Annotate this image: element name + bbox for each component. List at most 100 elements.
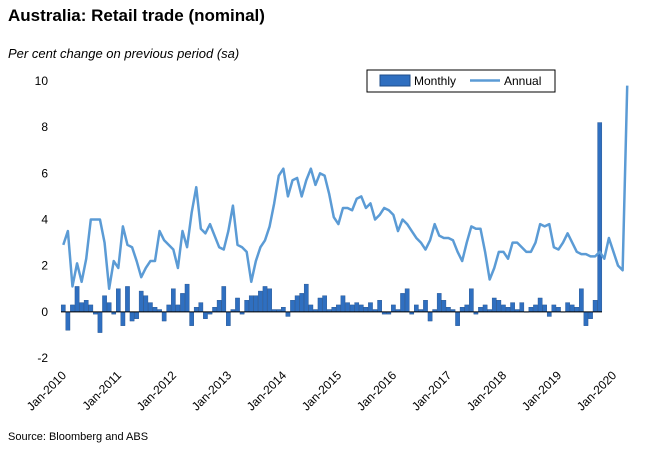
monthly-bar: [579, 288, 584, 313]
monthly-bar: [79, 302, 84, 313]
monthly-bar: [505, 307, 511, 313]
monthly-bar: [441, 300, 447, 313]
x-tick-label: Jan-2014: [244, 368, 290, 414]
monthly-bar: [226, 311, 231, 326]
monthly-bar: [551, 304, 557, 313]
monthly-bar: [482, 304, 488, 313]
y-tick-label: 0: [41, 305, 48, 319]
x-tick-label: Jan-2017: [409, 368, 455, 414]
y-tick-label: 8: [41, 120, 48, 134]
monthly-bar: [171, 288, 176, 313]
monthly-bar: [285, 311, 291, 317]
legend-box: [366, 69, 556, 93]
legend-annual-label: Annual: [504, 74, 541, 88]
x-axis-ticks: Jan-2010 Jan-2011 Jan-2012 Jan-2013 Jan-2014…: [24, 368, 620, 414]
monthly-bar: [235, 297, 240, 313]
y-tick-label: -2: [37, 351, 48, 365]
monthly-bar: [152, 307, 158, 313]
monthly-bar: [74, 286, 80, 313]
monthly-bar: [308, 304, 314, 313]
monthly-bar: [115, 288, 121, 313]
monthly-bar: [134, 311, 139, 319]
monthly-bar: [138, 290, 144, 313]
x-tick-label: Jan-2011: [79, 368, 124, 413]
monthly-bar: [175, 304, 181, 313]
x-tick-label: Jan-2010: [24, 368, 70, 414]
monthly-bar: [97, 311, 103, 333]
monthly-bar: [491, 297, 497, 313]
monthly-bar: [391, 304, 396, 313]
monthly-bar: [478, 307, 483, 313]
monthly-bar: [244, 300, 249, 313]
monthly-bar: [400, 293, 405, 313]
monthly-bar: [281, 307, 286, 313]
monthly-bar: [65, 311, 71, 331]
monthly-bar: [404, 288, 410, 313]
monthly-bar: [569, 304, 575, 313]
monthly-bar: [203, 311, 208, 319]
legend: Monthly Annual: [366, 69, 556, 93]
monthly-bar: [358, 304, 364, 313]
monthly-bar: [180, 293, 185, 313]
monthly-bar: [331, 307, 337, 313]
chart-subtitle: Per cent change on previous period (sa): [8, 46, 240, 61]
monthly-bar: [588, 311, 593, 319]
monthly-bar: [166, 304, 172, 313]
x-tick-label: Jan-2016: [354, 368, 400, 414]
monthly-bar: [537, 297, 543, 313]
monthly-bar: [583, 311, 589, 326]
monthly-bar: [70, 304, 75, 313]
y-tick-label: 4: [41, 213, 48, 227]
y-tick-label: 2: [41, 259, 48, 273]
legend-monthly-label: Monthly: [414, 74, 456, 88]
source-note: Source: Bloomberg and ABS: [8, 431, 149, 443]
monthly-bar: [290, 300, 295, 313]
monthly-bar: [148, 302, 153, 313]
monthly-bar: [299, 293, 305, 313]
monthly-bar: [592, 300, 598, 313]
monthly-bar: [120, 311, 126, 326]
monthly-bar: [193, 307, 199, 313]
monthly-bar: [423, 300, 428, 313]
monthly-bar: [83, 300, 89, 313]
monthly-bar: [253, 295, 259, 313]
annual-line: [62, 85, 629, 290]
monthly-bar: [267, 288, 272, 313]
monthly-bar: [317, 297, 323, 313]
monthly-bar: [349, 304, 355, 313]
monthly-bar: [519, 302, 525, 313]
annual-line-series: [62, 85, 629, 290]
monthly-bar: [510, 302, 515, 313]
monthly-bar: [427, 311, 433, 322]
monthly-bar: [597, 122, 603, 313]
monthly-bar: [88, 304, 94, 313]
monthly-bar: [556, 307, 561, 313]
monthly-bar: [542, 304, 548, 313]
x-tick-label: Jan-2020: [574, 368, 620, 414]
x-tick-label: Jan-2018: [464, 368, 510, 414]
monthly-bar: [469, 288, 474, 313]
monthly-bar: [303, 283, 309, 313]
x-tick-label: Jan-2015: [299, 368, 345, 414]
monthly-bar: [212, 307, 217, 313]
monthly-bar: [345, 302, 350, 313]
monthly-bar: [198, 302, 204, 313]
x-tick-label: Jan-2012: [134, 368, 180, 414]
monthly-bar: [546, 311, 552, 317]
monthly-bar: [221, 286, 227, 313]
x-tick-label: Jan-2019: [519, 368, 565, 414]
monthly-bar: [528, 307, 534, 313]
monthly-bars: [60, 122, 603, 333]
monthly-bar: [125, 286, 130, 313]
monthly-bar: [106, 302, 112, 313]
monthly-bar: [322, 295, 327, 313]
y-axis-ticks: -2 0 2 4 6 8 10: [35, 74, 49, 365]
monthly-bar: [60, 304, 66, 313]
monthly-bar: [248, 295, 254, 313]
monthly-bar: [262, 286, 268, 313]
monthly-bar: [459, 307, 465, 313]
monthly-bar: [340, 295, 346, 313]
monthly-bar: [143, 295, 149, 313]
monthly-bar: [464, 304, 470, 313]
monthly-bar: [414, 304, 419, 313]
